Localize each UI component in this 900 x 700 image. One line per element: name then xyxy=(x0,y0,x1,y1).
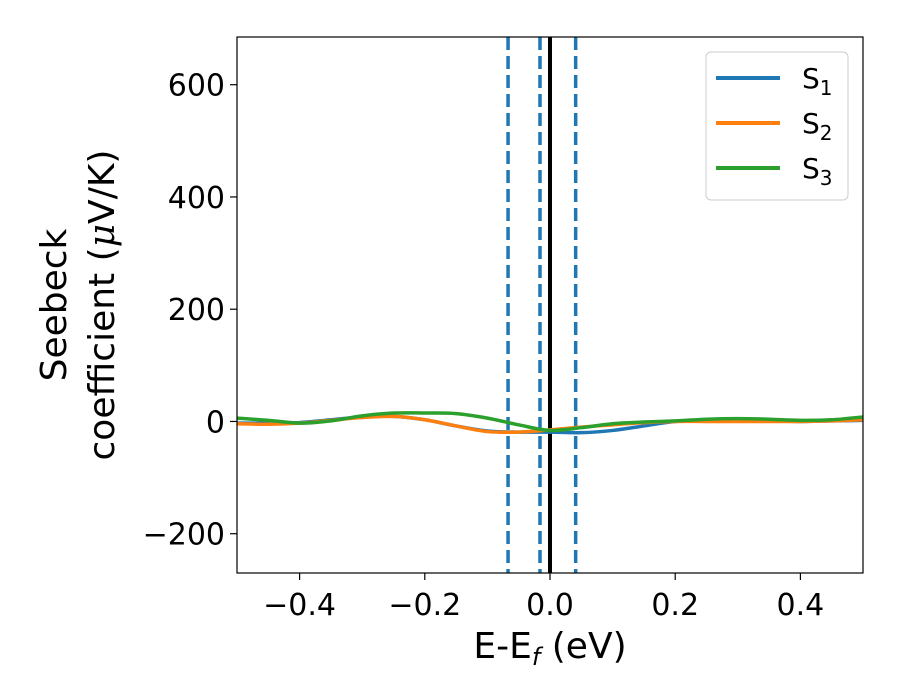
y-axis-label-line1: Seebeck xyxy=(34,228,75,381)
y-axis-label-line2-b: V/K) xyxy=(82,150,123,224)
x-tick-label: 0.2 xyxy=(651,588,699,623)
legend-label-s2: S2 xyxy=(802,107,833,145)
legend-frame xyxy=(705,51,849,201)
y-tick-label: 0 xyxy=(206,405,225,440)
x-tick-label: 0.4 xyxy=(777,588,825,623)
x-tick-label: −0.4 xyxy=(263,588,336,623)
series-line-s3 xyxy=(236,411,864,433)
y-tick-label: 600 xyxy=(168,69,225,104)
y-axis-label-line2: coefficient (μV/K) xyxy=(82,150,123,461)
x-axis-label-base: E-E xyxy=(473,626,531,667)
x-tick-label: −0.2 xyxy=(388,588,461,623)
legend-label-s1: S1 xyxy=(802,62,833,100)
y-tick-label: 400 xyxy=(168,181,225,216)
legend-label-s3: S3 xyxy=(802,152,833,190)
legend: S1 S2 S3 xyxy=(705,51,849,201)
y-tick-label: −200 xyxy=(143,518,225,553)
y-axis-label-mu: μ xyxy=(82,224,123,247)
y-axis-label-line2-a: coefficient ( xyxy=(82,247,123,460)
x-tick-label: 0.0 xyxy=(526,588,574,623)
x-axis-label-unit: (eV) xyxy=(540,626,626,667)
x-axis-label: E-Ef (eV) xyxy=(473,626,626,671)
y-tick-label: 200 xyxy=(168,293,225,328)
